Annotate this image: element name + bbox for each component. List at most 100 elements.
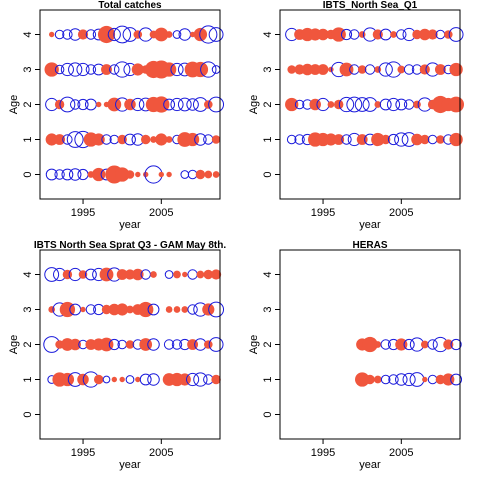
negative-residual-point [107,27,121,42]
positive-residual-point [412,29,422,40]
positive-residual-point [135,376,141,383]
panel-title: Total catches [98,0,162,11]
positive-residual-point [419,28,431,41]
positive-residual-point [135,171,141,178]
positive-residual-point [203,269,213,280]
negative-residual-point [85,64,97,75]
positive-residual-point [116,303,129,316]
positive-residual-point [101,304,112,315]
x-axis-label: year [119,459,141,471]
y-tick-label: 1 [22,136,34,142]
negative-residual-point [379,98,392,111]
positive-residual-point [131,63,144,76]
negative-residual-point [44,267,60,282]
positive-residual-point [211,269,222,280]
y-axis-label: Age [248,95,260,115]
positive-residual-point [94,374,104,385]
y-tick-label: 2 [262,341,274,347]
positive-residual-point [204,170,213,179]
negative-residual-point [108,338,120,351]
negative-residual-point [163,98,176,111]
y-tick-label: 3 [22,306,34,312]
positive-residual-point [181,306,189,313]
positive-residual-point [395,338,408,351]
y-axis-label: Age [248,335,260,355]
positive-residual-point [60,372,75,387]
negative-residual-point [402,372,416,387]
y-tick-label: 4 [262,31,274,37]
positive-residual-point [324,133,337,146]
negative-residual-point [346,96,363,113]
residual-bubbles [43,267,225,388]
residual-bubbles [44,25,225,184]
negative-residual-point [68,168,82,181]
negative-residual-point [448,27,464,42]
positive-residual-point [77,29,89,40]
negative-residual-point [340,28,353,41]
positive-residual-point [444,30,453,39]
positive-residual-point [124,269,136,280]
positive-residual-point [182,271,188,278]
negative-residual-point [68,62,83,77]
positive-residual-point [397,65,406,74]
positive-residual-point [97,25,116,44]
x-tick-label: 1995 [71,447,95,459]
positive-residual-point [193,27,208,42]
negative-residual-point [208,337,224,352]
positive-residual-point [309,64,321,75]
positive-residual-point [117,134,127,145]
positive-residual-point [327,101,335,108]
negative-residual-point [54,64,65,75]
panel-2: IBTS_North Sea_Q1 0 1 2 3 4 1995 2005 year Age [248,0,465,231]
positive-residual-point [141,134,151,145]
negative-residual-point [403,338,415,351]
positive-residual-point [95,101,102,108]
negative-residual-point [131,97,145,112]
positive-residual-point [331,27,346,42]
negative-residual-point [200,61,217,78]
negative-residual-point [395,98,408,111]
positive-residual-point [365,374,375,385]
negative-residual-point [125,375,135,384]
negative-residual-point [354,97,370,112]
y-tick-label: 3 [22,66,34,72]
panel-title: IBTS North Sea Sprat Q3 - GAM May 8th. [34,240,226,251]
positive-residual-point [411,133,423,146]
y-tick-label: 3 [262,66,274,72]
negative-residual-point [171,339,183,350]
negative-residual-point [170,62,184,77]
negative-residual-point [386,97,401,112]
positive-residual-point [355,372,370,387]
positive-residual-point [339,62,354,77]
positive-residual-point [178,373,191,386]
x-tick-label: 2005 [149,447,173,459]
negative-residual-point [170,97,184,112]
negative-residual-point [450,338,462,351]
y-axis-label: Age [8,95,20,115]
x-tick-label: 1995 [71,207,95,219]
positive-residual-point [150,136,157,143]
positive-residual-point [155,133,168,146]
y-tick-label: 4 [22,31,34,37]
y-tick-label: 1 [262,376,274,382]
positive-residual-point [166,171,172,178]
negative-residual-point [163,339,175,350]
positive-residual-point [436,135,445,144]
negative-residual-point [294,99,305,110]
x-axis-label: year [359,219,381,231]
positive-residual-point [69,338,81,351]
positive-residual-point [124,98,136,111]
negative-residual-point [124,133,136,146]
positive-residual-point [80,306,86,313]
positive-residual-point [372,29,383,40]
positive-residual-point [328,66,334,73]
negative-residual-point [102,375,111,384]
positive-residual-point [301,63,314,76]
positive-residual-point [173,270,181,279]
negative-residual-point [60,62,74,77]
positive-residual-point [449,132,463,147]
positive-residual-point [78,270,88,279]
positive-residual-point [334,99,344,110]
positive-residual-point [333,134,345,145]
negative-residual-point [45,168,58,181]
